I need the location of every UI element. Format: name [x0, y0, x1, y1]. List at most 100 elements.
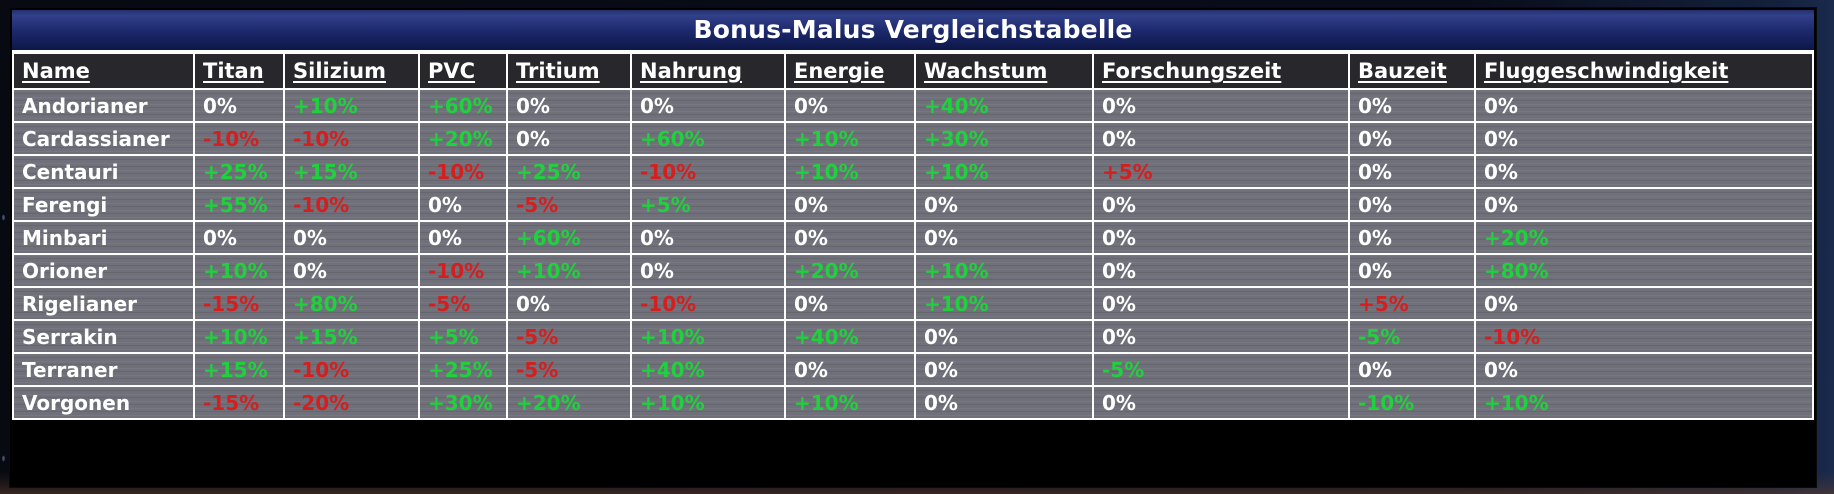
value-cell: 0%	[506, 286, 632, 321]
value-cell: +10%	[506, 253, 632, 288]
value-cell: +10%	[914, 286, 1094, 321]
value-cell: +10%	[914, 253, 1094, 288]
value-cell: -5%	[506, 319, 632, 354]
value-cell: 0%	[1474, 154, 1814, 189]
column-header-wachstum[interactable]: Wachstum	[914, 52, 1094, 90]
value-cell: 0%	[506, 121, 632, 156]
value-cell: 0%	[1474, 286, 1814, 321]
column-header-pvc[interactable]: PVC	[418, 52, 508, 90]
value-cell: -10%	[193, 121, 285, 156]
value-cell: 0%	[914, 220, 1094, 255]
value-cell: +10%	[914, 154, 1094, 189]
value-cell: 0%	[784, 88, 916, 123]
value-cell: +20%	[418, 121, 508, 156]
value-cell: -10%	[418, 253, 508, 288]
column-header-label: Bauzeit	[1358, 59, 1447, 83]
value-cell: 0%	[914, 352, 1094, 387]
value-cell: 0%	[1092, 286, 1350, 321]
column-header-tritium[interactable]: Tritium	[506, 52, 632, 90]
column-header-label: Fluggeschwindigkeit	[1484, 59, 1729, 83]
column-header-titan[interactable]: Titan	[193, 52, 285, 90]
bonus-malus-table-frame: Bonus-Malus Vergleichstabelle Name Titan S…	[9, 7, 1817, 488]
value-cell: 0%	[784, 187, 916, 222]
value-cell: 0%	[1092, 187, 1350, 222]
value-cell: +25%	[418, 352, 508, 387]
value-cell: 0%	[784, 220, 916, 255]
value-cell: 0%	[1348, 220, 1476, 255]
value-cell: -10%	[1474, 319, 1814, 354]
value-cell: +20%	[1474, 220, 1814, 255]
table-row: Terraner +15% -10% +25% -5% +40% 0% 0% -5% 0% 0%	[12, 352, 1814, 387]
value-cell: 0%	[418, 187, 508, 222]
value-cell: 0%	[283, 220, 420, 255]
value-cell: 0%	[1474, 88, 1814, 123]
value-cell: -20%	[283, 385, 420, 420]
value-cell: -10%	[283, 121, 420, 156]
value-cell: +30%	[418, 385, 508, 420]
value-cell: -5%	[418, 286, 508, 321]
column-header-nahrung[interactable]: Nahrung	[630, 52, 786, 90]
column-header-silizium[interactable]: Silizium	[283, 52, 420, 90]
value-cell: 0%	[630, 220, 786, 255]
value-cell: -10%	[283, 187, 420, 222]
race-name: Andorianer	[12, 88, 195, 123]
table-body: Andorianer 0% +10% +60% 0% 0% 0% +40% 0% 0% 0% Card…	[12, 88, 1814, 420]
column-header-bauzeit[interactable]: Bauzeit	[1348, 52, 1476, 90]
value-cell: +15%	[283, 319, 420, 354]
column-header-label: Silizium	[293, 59, 386, 83]
value-cell: -5%	[506, 352, 632, 387]
value-cell: +60%	[506, 220, 632, 255]
value-cell: +40%	[630, 352, 786, 387]
value-cell: +10%	[1474, 385, 1814, 420]
value-cell: +5%	[418, 319, 508, 354]
race-name: Vorgonen	[12, 385, 195, 420]
value-cell: -10%	[1348, 385, 1476, 420]
column-header-forschungszeit[interactable]: Forschungszeit	[1092, 52, 1350, 90]
value-cell: +60%	[630, 121, 786, 156]
value-cell: 0%	[1474, 187, 1814, 222]
value-cell: 0%	[1092, 121, 1350, 156]
value-cell: +10%	[630, 385, 786, 420]
table-row: Rigelianer -15% +80% -5% 0% -10% 0% +10% 0% +5% 0%	[12, 286, 1814, 321]
value-cell: 0%	[1348, 352, 1476, 387]
race-name: Terraner	[12, 352, 195, 387]
value-cell: -5%	[1092, 352, 1350, 387]
value-cell: 0%	[1092, 253, 1350, 288]
value-cell: 0%	[1348, 154, 1476, 189]
value-cell: +40%	[914, 88, 1094, 123]
value-cell: 0%	[1092, 385, 1350, 420]
column-header-energie[interactable]: Energie	[784, 52, 916, 90]
table-row: Minbari 0% 0% 0% +60% 0% 0% 0% 0% 0% +20%	[12, 220, 1814, 255]
table-row: Cardassianer -10% -10% +20% 0% +60% +10% +30% 0%…	[12, 121, 1814, 156]
value-cell: 0%	[1092, 220, 1350, 255]
value-cell: +55%	[193, 187, 285, 222]
value-cell: 0%	[506, 88, 632, 123]
column-header-label: Tritium	[516, 59, 600, 83]
column-header-label: PVC	[428, 59, 476, 83]
value-cell: +20%	[506, 385, 632, 420]
value-cell: 0%	[1348, 121, 1476, 156]
value-cell: +10%	[630, 319, 786, 354]
value-cell: +5%	[1348, 286, 1476, 321]
value-cell: +80%	[283, 286, 420, 321]
column-header-label: Forschungszeit	[1102, 59, 1282, 83]
column-header-name[interactable]: Name	[12, 52, 195, 90]
value-cell: +15%	[283, 154, 420, 189]
value-cell: 0%	[1348, 187, 1476, 222]
value-cell: +5%	[630, 187, 786, 222]
value-cell: 0%	[283, 253, 420, 288]
race-name: Centauri	[12, 154, 195, 189]
value-cell: +80%	[1474, 253, 1814, 288]
value-cell: +10%	[283, 88, 420, 123]
header-row: Name Titan Silizium PVC Tritium Nahrung Energi…	[12, 52, 1814, 90]
value-cell: 0%	[193, 88, 285, 123]
value-cell: +30%	[914, 121, 1094, 156]
table-row: Andorianer 0% +10% +60% 0% 0% 0% +40% 0% 0% 0%	[12, 88, 1814, 123]
table-title: Bonus-Malus Vergleichstabelle	[12, 10, 1814, 52]
race-name: Rigelianer	[12, 286, 195, 321]
column-header-fluggeschwindigkeit[interactable]: Fluggeschwindigkeit	[1474, 52, 1814, 90]
value-cell: +10%	[784, 154, 916, 189]
value-cell: +15%	[193, 352, 285, 387]
value-cell: 0%	[1348, 88, 1476, 123]
